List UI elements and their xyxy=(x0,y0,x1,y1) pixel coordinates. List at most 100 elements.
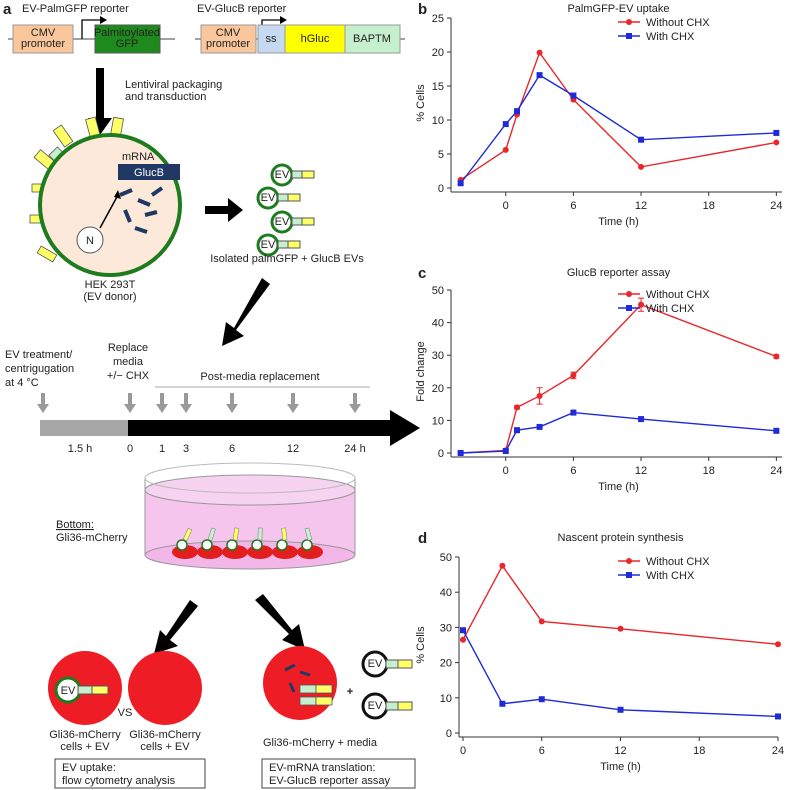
ev-protein xyxy=(287,193,301,202)
time-label: 12 xyxy=(287,443,299,455)
assay-label: EV-mRNA translation: xyxy=(269,762,375,774)
series-line xyxy=(460,74,777,184)
ev-protein xyxy=(291,217,303,226)
y-tick-label: 10 xyxy=(432,415,444,427)
time-label: 3 xyxy=(183,443,189,455)
panel-label: a xyxy=(3,1,12,18)
x-tick-label: 12 xyxy=(614,745,626,757)
ev-label: EV xyxy=(61,685,76,697)
gene-label: GFP xyxy=(116,38,139,50)
outcome-label: Gli36-mCherry + media xyxy=(263,737,378,749)
x-tick-label: 0 xyxy=(460,745,466,757)
assay-label: EV uptake: xyxy=(62,762,116,774)
x-axis-label: Time (h) xyxy=(600,761,641,773)
dish-ev-protein xyxy=(207,527,216,541)
series-line xyxy=(460,303,777,454)
legend-marker xyxy=(626,305,632,311)
point xyxy=(457,180,464,187)
point xyxy=(460,636,466,643)
point xyxy=(499,562,506,569)
glucb-label: GlucB xyxy=(134,167,164,179)
outcome-label: Gli36-mCherry xyxy=(49,729,121,741)
ev-label: EV xyxy=(261,192,276,204)
y-tick-label: 30 xyxy=(432,350,444,362)
ev-protein xyxy=(277,240,289,249)
x-tick-label: 6 xyxy=(570,465,576,477)
y-tick-label: 25 xyxy=(432,13,444,25)
point xyxy=(638,136,645,143)
series-line xyxy=(462,629,779,718)
series-line xyxy=(460,51,777,181)
outcome-label: cells + EV xyxy=(60,741,110,753)
y-tick-label: 50 xyxy=(440,552,452,564)
ev-protein xyxy=(301,217,315,226)
x-tick-label: 18 xyxy=(703,200,715,212)
point xyxy=(775,713,781,720)
legend-label: With CHX xyxy=(646,303,695,315)
y-tick-label: 10 xyxy=(440,693,452,705)
plus-label: + xyxy=(347,686,353,698)
mrna-label: mRNA xyxy=(122,151,155,163)
dish-ev xyxy=(176,539,188,551)
dish-ev-protein xyxy=(182,527,193,542)
dish-ev-protein xyxy=(281,527,288,541)
promoter-label: CMV xyxy=(216,27,241,39)
point xyxy=(617,706,624,713)
point xyxy=(570,372,577,379)
x-tick-label: 6 xyxy=(570,200,576,212)
dish-label: Gli36-mCherry xyxy=(56,532,128,544)
series-line xyxy=(462,564,779,645)
point xyxy=(502,448,509,455)
time-arrow xyxy=(37,393,49,413)
dish-ev-protein xyxy=(232,527,240,541)
chart-title: Nascent protein synthesis xyxy=(558,532,684,544)
point xyxy=(457,450,464,456)
x-axis-label: Time (h) xyxy=(598,481,639,493)
y-tick-label: 20 xyxy=(432,47,444,59)
x-tick-label: 6 xyxy=(539,745,545,757)
dish-label: Bottom: xyxy=(56,519,94,531)
y-tick-label: 20 xyxy=(432,383,444,395)
y-tick-label: 0 xyxy=(438,183,444,195)
timeline-label: Post-media replacement xyxy=(200,371,319,383)
gene-label: ss xyxy=(266,33,278,45)
legend-marker xyxy=(626,572,632,578)
panel-label: d xyxy=(418,530,427,547)
panel-label: b xyxy=(418,1,427,18)
ev-protein xyxy=(287,240,301,249)
dish-ev xyxy=(201,539,213,551)
timeline-label: +/− CHX xyxy=(107,370,150,382)
timeline-label: at 4 °C xyxy=(5,377,39,389)
point xyxy=(536,392,543,399)
point xyxy=(514,404,521,411)
ev-label: EV xyxy=(368,700,383,712)
legend-label: Without CHX xyxy=(646,17,710,29)
point xyxy=(538,696,545,703)
legend-marker xyxy=(626,558,632,564)
y-tick-label: 50 xyxy=(432,285,444,297)
promoter-label: CMV xyxy=(31,27,56,39)
time-label: 24 h xyxy=(344,443,365,455)
ev-protein xyxy=(291,170,303,179)
y-tick-label: 10 xyxy=(432,115,444,127)
ev-label: EV xyxy=(368,658,383,670)
y-tick-label: 40 xyxy=(432,318,444,330)
panel-a: a EV-PalmGFP reporter CMV promoter Palmi… xyxy=(3,1,420,789)
outcome-label: Gli36-mCherry xyxy=(129,729,201,741)
point xyxy=(514,427,521,434)
chart: b PalmGFP-EV uptake 0 5 10 15 20 25 0 6 12 18 24 Time… xyxy=(415,1,782,228)
timeline-label: media xyxy=(113,356,144,368)
chart: c GlucB reporter assay 0 10 20 30 40 50 0 6 12 18 24… xyxy=(415,265,782,493)
x-tick-label: 0 xyxy=(503,465,509,477)
y-tick-label: 15 xyxy=(432,81,444,93)
promoter-label: promoter xyxy=(21,38,65,50)
time-label: 6 xyxy=(229,443,235,455)
point xyxy=(536,49,543,56)
point xyxy=(617,625,624,632)
point xyxy=(638,416,645,423)
legend-label: With CHX xyxy=(646,570,695,582)
point xyxy=(638,163,645,170)
step-label: and transduction xyxy=(125,91,206,103)
ev-protein xyxy=(277,193,289,202)
